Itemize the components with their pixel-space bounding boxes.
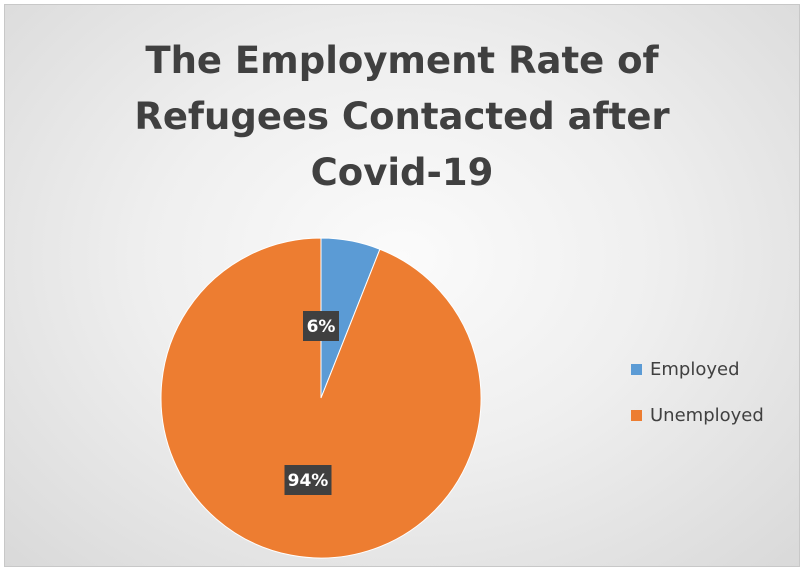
- data-label-unemployed: 94%: [284, 465, 332, 495]
- pie-chart: 6% 94%: [160, 237, 482, 559]
- pie-slice-unemployed: [160, 237, 482, 559]
- data-label-box-unemployed: [284, 465, 332, 495]
- data-label-employed: 6%: [303, 311, 339, 341]
- chart-title-line-2: Refugees Contacted after: [134, 95, 670, 138]
- legend-item-employed: Employed: [631, 357, 764, 381]
- chart-legend: Employed Unemployed: [631, 357, 764, 449]
- data-label-box-employed: [303, 311, 339, 341]
- legend-swatch-employed: [631, 363, 642, 375]
- legend-label-employed: Employed: [650, 358, 740, 380]
- chart-title: The Employment Rate of Refugees Contacte…: [5, 33, 799, 201]
- legend-item-unemployed: Unemployed: [631, 403, 764, 427]
- chart-title-line-3: Covid-19: [310, 151, 494, 194]
- legend-swatch-unemployed: [631, 409, 642, 421]
- legend-label-unemployed: Unemployed: [650, 404, 764, 426]
- chart-area: The Employment Rate of Refugees Contacte…: [4, 4, 800, 567]
- data-label-text-employed: 6%: [307, 317, 336, 337]
- data-label-text-unemployed: 94%: [288, 471, 329, 491]
- chart-title-line-1: The Employment Rate of: [145, 39, 659, 82]
